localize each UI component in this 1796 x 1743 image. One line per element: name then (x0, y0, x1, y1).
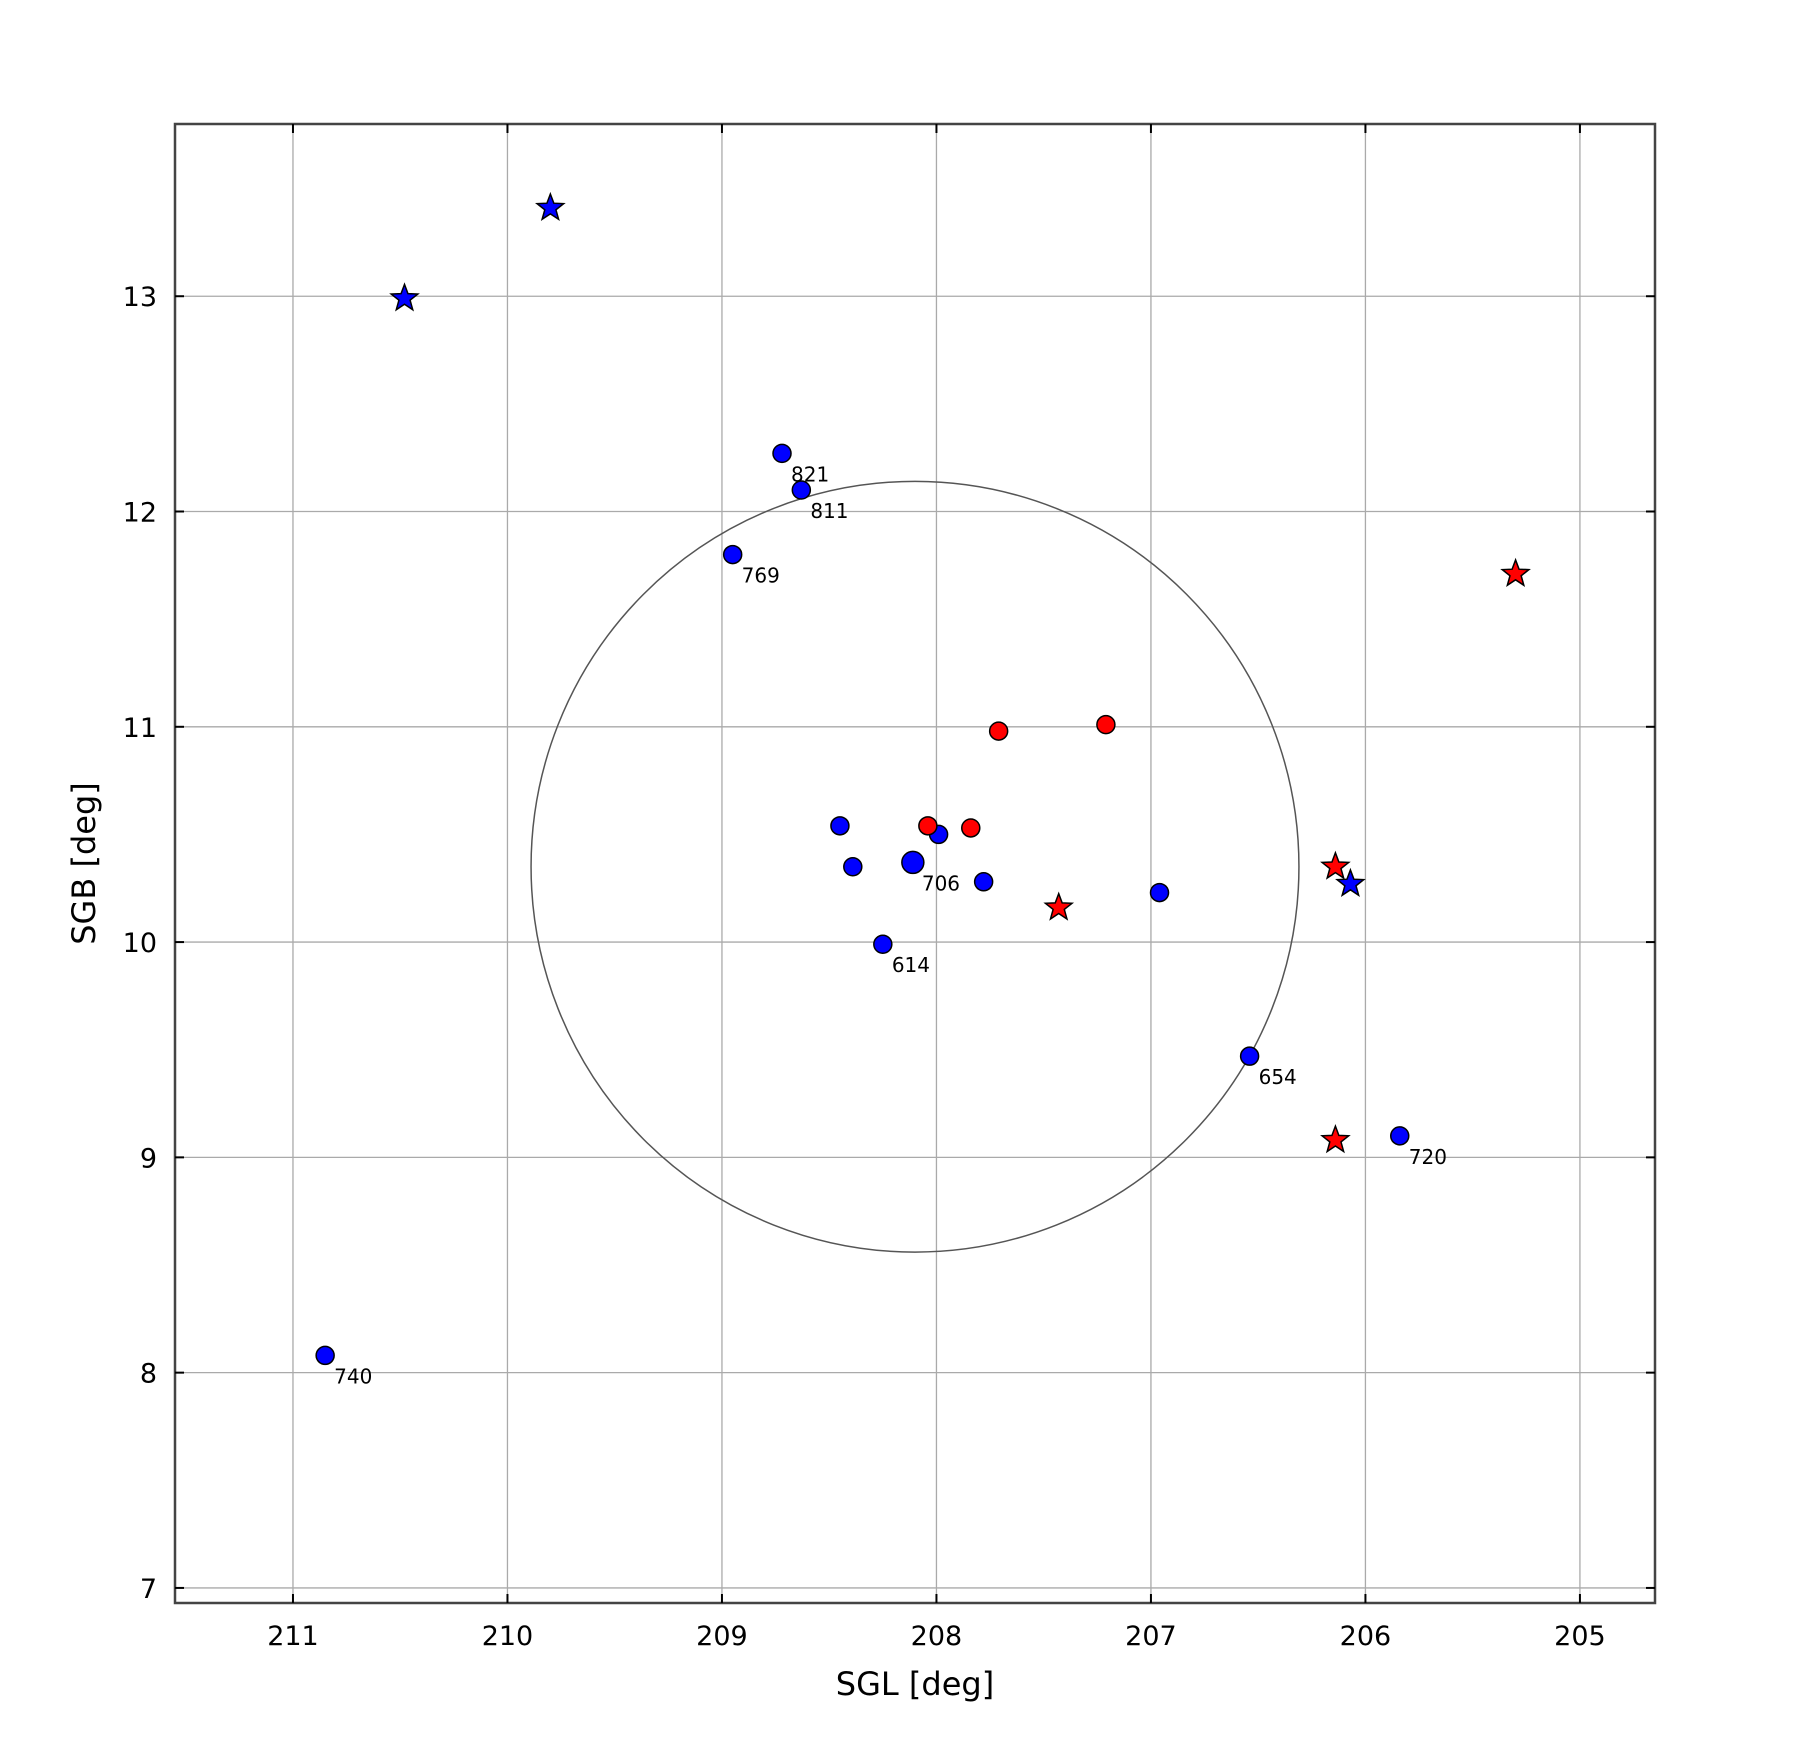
point-label: 740 (334, 1364, 372, 1388)
point-label: 811 (810, 499, 848, 523)
y-tick-label: 9 (140, 1143, 157, 1174)
y-tick-label: 10 (123, 928, 157, 959)
star-point (1320, 1123, 1351, 1154)
region-circle-layer (530, 480, 1300, 1253)
plot-frame (173, 122, 1657, 1605)
y-tick-label: 11 (123, 713, 157, 744)
circle-point (1390, 1126, 1410, 1146)
circle-point (315, 1345, 335, 1366)
circle-point (973, 872, 994, 892)
circle-point (1239, 1046, 1260, 1066)
y-tick-label: 12 (123, 498, 157, 529)
star-point (389, 282, 420, 312)
x-tick-label: 208 (911, 1621, 963, 1652)
point-label: 720 (1409, 1145, 1447, 1169)
circle-point (901, 850, 925, 875)
circle-point (843, 856, 863, 877)
circle-point (772, 443, 792, 464)
star-point (535, 191, 566, 222)
point-label: 654 (1259, 1065, 1297, 1089)
x-tick-label: 205 (1554, 1621, 1606, 1652)
region-circle (530, 480, 1300, 1253)
circle-point (791, 480, 812, 500)
circle-point (1096, 714, 1116, 735)
circle-point (830, 816, 850, 836)
y-axis-title: SGB [deg] (65, 782, 103, 945)
y-tick-label: 7 (140, 1574, 157, 1605)
x-tick-label: 210 (482, 1621, 534, 1652)
ticks: 211 210 209 208 207 206 205 7 8 9 10 11 12 13 (123, 124, 1655, 1652)
star-point (1043, 891, 1075, 921)
y-tick-label: 13 (123, 282, 157, 313)
y-tick-label: 8 (140, 1359, 157, 1390)
circle-point (988, 721, 1009, 741)
star-point (1335, 867, 1366, 898)
star-point (1320, 850, 1351, 880)
point-label: 769 (742, 564, 780, 588)
x-tick-label: 207 (1125, 1621, 1177, 1652)
grid-lines (175, 124, 1655, 1603)
x-axis-title: SGL [deg] (836, 1665, 994, 1703)
point-label: 614 (892, 953, 930, 977)
x-tick-label: 206 (1340, 1621, 1392, 1652)
point-label: 706 (922, 871, 960, 895)
x-tick-label: 211 (267, 1621, 319, 1652)
circle-point (961, 818, 981, 838)
circle-point (873, 934, 893, 954)
star-point (1500, 557, 1531, 588)
x-tick-label: 209 (696, 1621, 748, 1652)
circle-point (918, 816, 938, 836)
circle-point (1149, 882, 1170, 903)
circle-point (722, 544, 743, 565)
